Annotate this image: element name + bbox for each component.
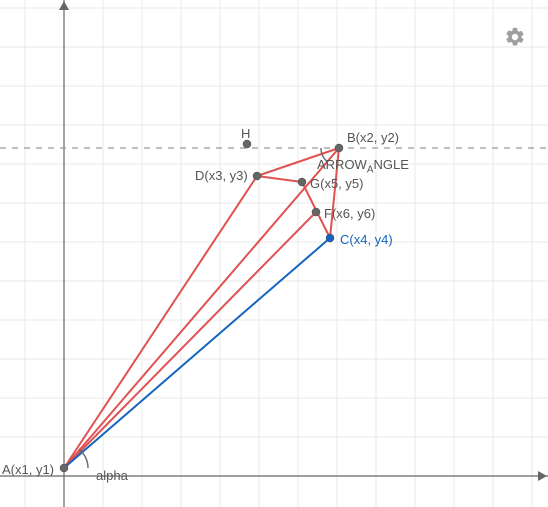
geometry-svg <box>0 0 548 507</box>
alpha-label: alpha <box>96 468 128 483</box>
gear-icon[interactable] <box>504 26 526 48</box>
arrow-angle-label: ARROWANGLE <box>317 157 409 176</box>
point-label-c: C(x4, y4) <box>340 232 393 247</box>
diagram-canvas: A(x1, y1) B(x2, y2) D(x3, y3) H G(x5, y5… <box>0 0 548 507</box>
point-label-a: A(x1, y1) <box>2 462 54 477</box>
point-label-b: B(x2, y2) <box>347 130 399 145</box>
point-label-g: G(x5, y5) <box>310 176 363 191</box>
point-label-f: F(x6, y6) <box>324 206 375 221</box>
point-label-d: D(x3, y3) <box>195 168 248 183</box>
point-label-h: H <box>241 126 250 141</box>
